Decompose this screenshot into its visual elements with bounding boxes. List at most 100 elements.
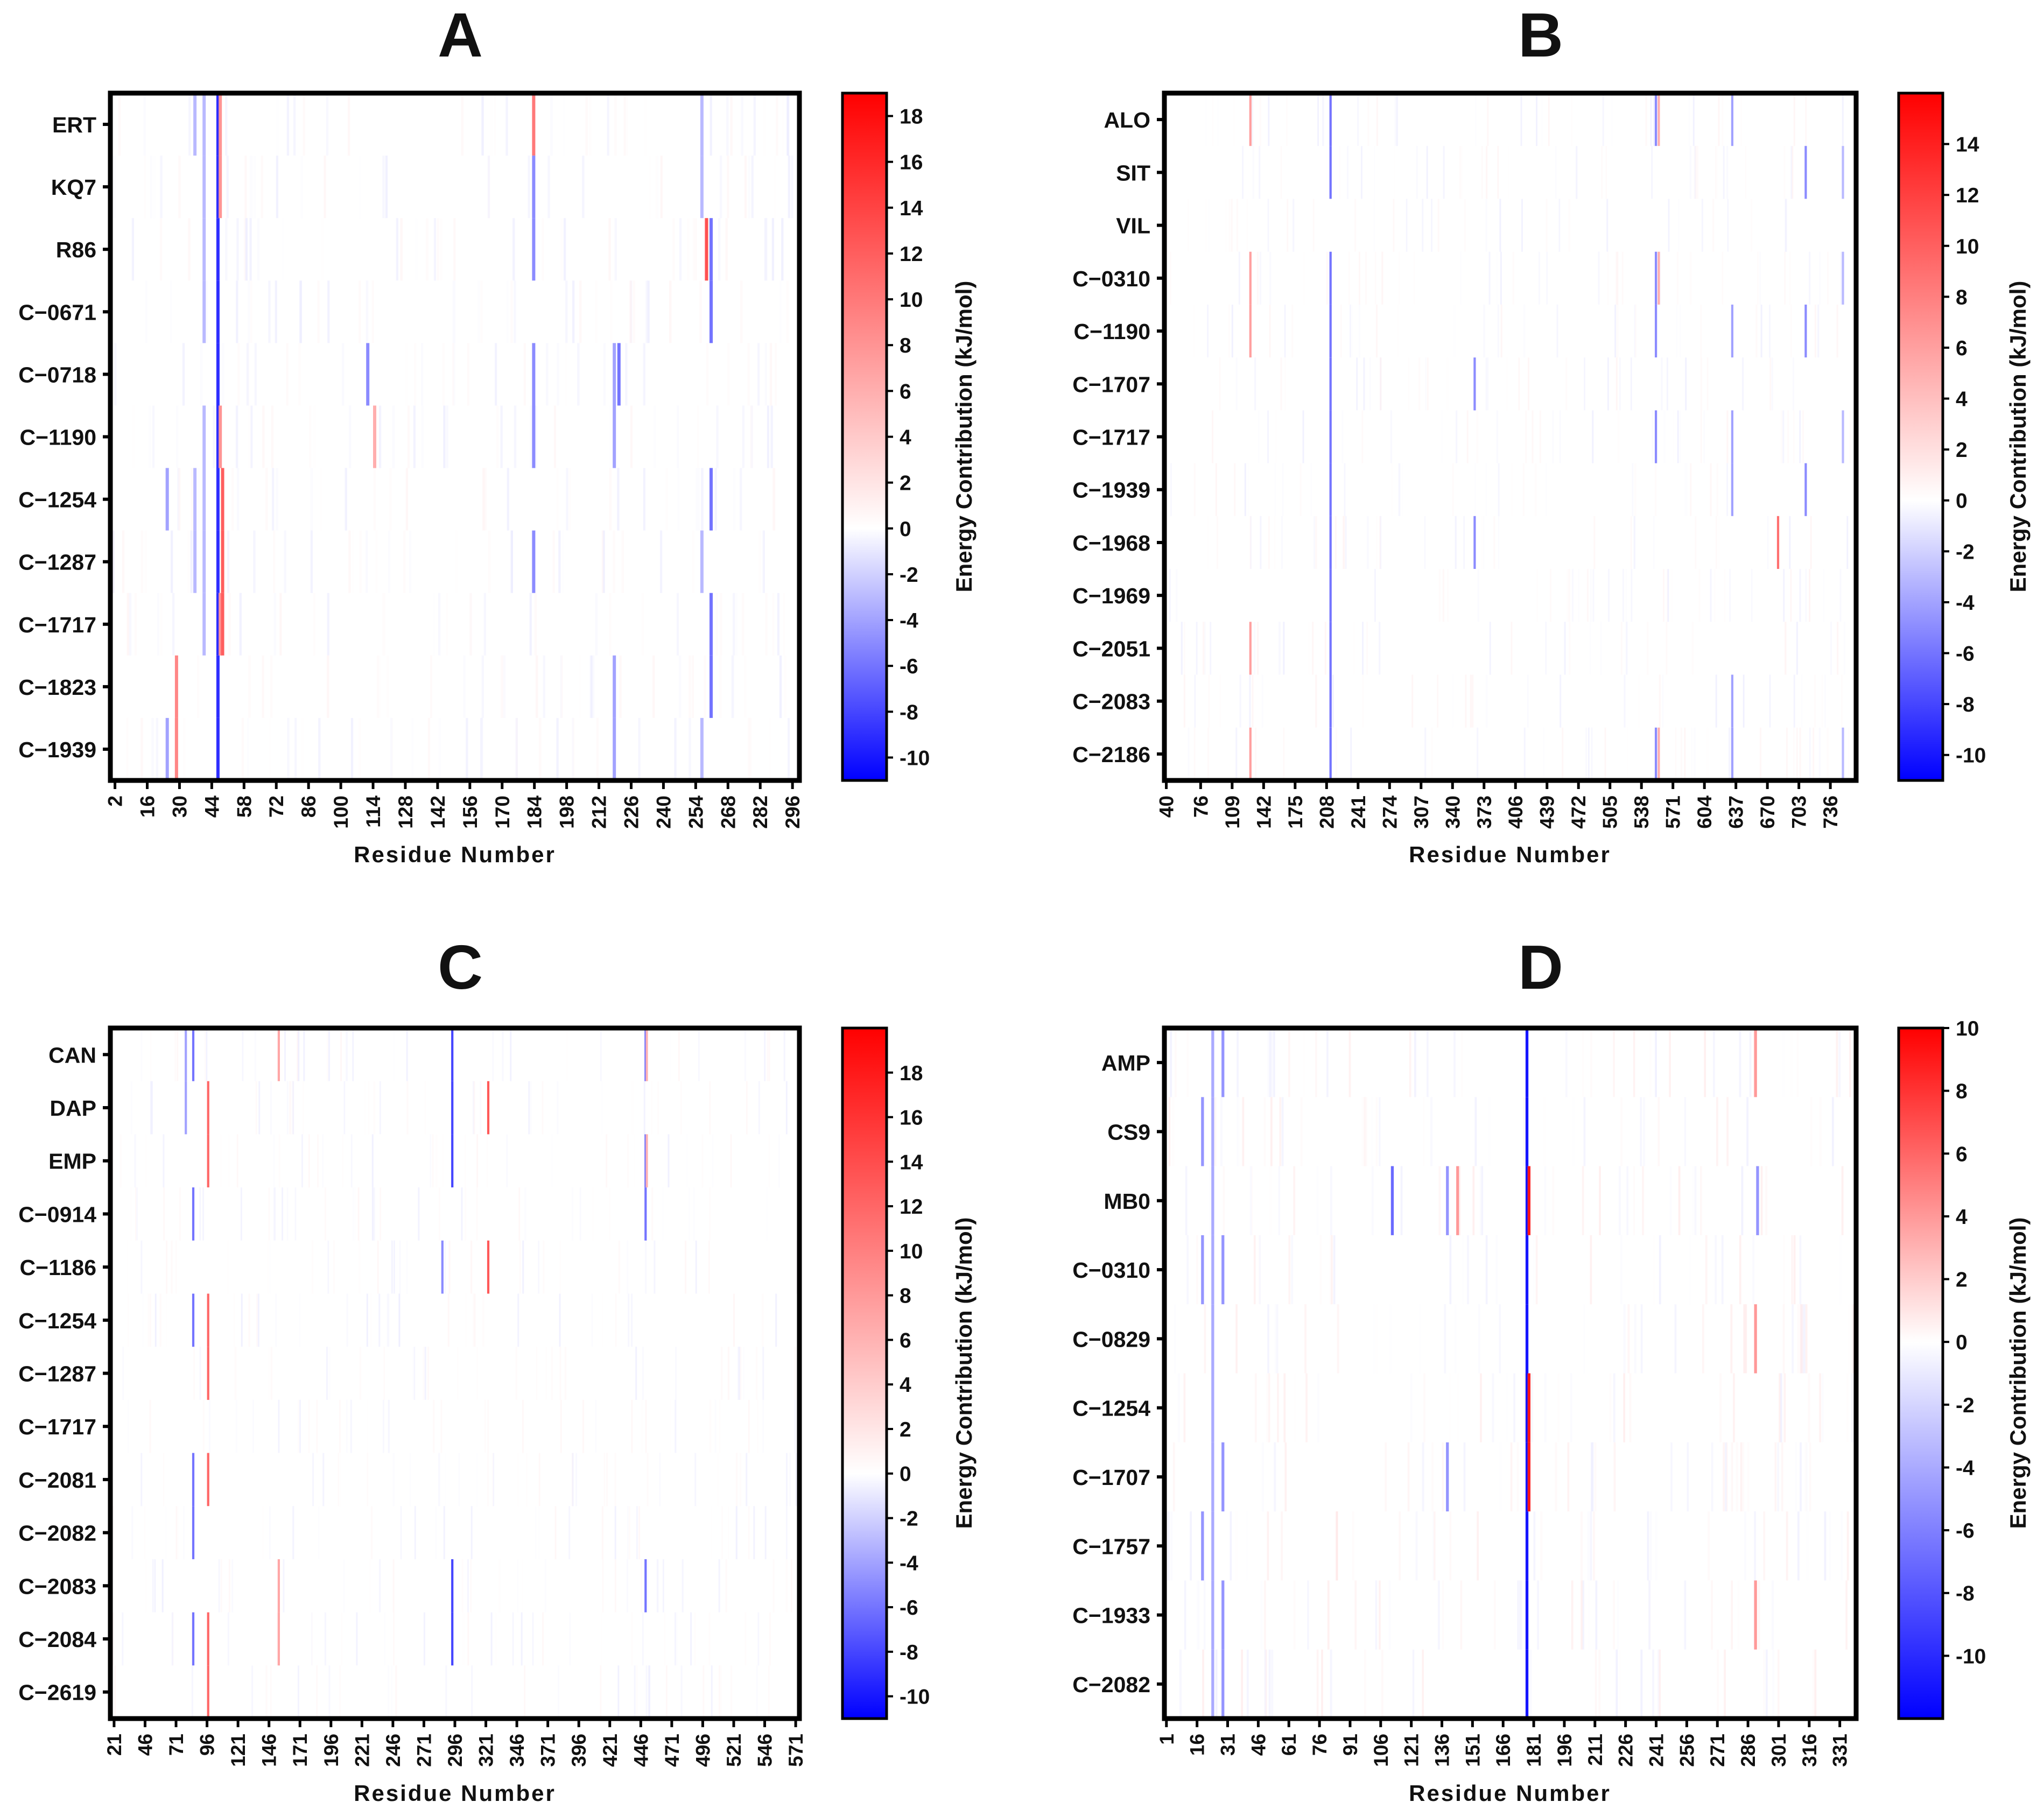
- panel-a-bg-cell: [455, 530, 458, 593]
- panel-d-bg-cell: [1423, 1373, 1425, 1442]
- panel-c-bg-cell: [391, 1240, 393, 1294]
- panel-c-bg-cell: [786, 1453, 788, 1507]
- panel-b-bg-cell: [1193, 304, 1195, 358]
- panel-a-bg-cell: [609, 468, 612, 531]
- panel-c-bg-cell: [149, 1399, 151, 1453]
- panel-c-bg-cell: [642, 1347, 644, 1400]
- panel-a-bg-cell: [665, 468, 669, 531]
- panel-a-bg-cell: [585, 93, 588, 156]
- panel-c-bg-cell: [363, 1081, 366, 1135]
- panel-c-bg-cell: [281, 1028, 283, 1081]
- panel-a-bg-cell: [385, 156, 388, 219]
- panel-c-hotspot-cell: [207, 1134, 209, 1188]
- panel-a-bg-cell: [438, 717, 441, 780]
- panel-d-bg-cell: [1595, 1649, 1597, 1719]
- panel-d-bg-cell: [1481, 1166, 1484, 1235]
- panel-a-bg-cell: [510, 280, 513, 343]
- panel-b-bg-cell: [1496, 251, 1498, 305]
- panel-b-bg-cell: [1354, 199, 1357, 252]
- panel-c-bg-cell: [725, 1559, 727, 1613]
- panel-b-bg-cell: [1181, 622, 1183, 675]
- panel-a-x-tick-label: 226: [620, 796, 642, 829]
- panel-c-bg-cell: [542, 1612, 544, 1666]
- panel-a-bg-cell: [251, 156, 254, 219]
- panel-a-hotspot-cell: [532, 343, 536, 406]
- panel-a-bg-cell: [188, 218, 191, 281]
- panel-b-bg-cell: [1810, 516, 1812, 569]
- panel-b-bg-cell: [1499, 199, 1501, 252]
- panel-a-bg-cell: [361, 593, 364, 656]
- panel-a-bg-cell: [626, 93, 628, 156]
- panel-c-bg-cell: [739, 1347, 741, 1400]
- panel-d-bg-cell: [1183, 1373, 1186, 1442]
- panel-c-bg-cell: [491, 1453, 494, 1507]
- panel-b-bg-cell: [1616, 304, 1618, 358]
- panel-c-bg-cell: [627, 1240, 629, 1294]
- panel-a-bg-cell: [740, 468, 742, 531]
- panel-c-bg-cell: [350, 1399, 352, 1453]
- panel-c-row-label: CAN: [48, 1043, 96, 1067]
- panel-b-bg-cell: [1169, 251, 1171, 305]
- panel-b-bg-cell: [1317, 93, 1319, 146]
- panel-d-bg-cell: [1583, 1097, 1586, 1166]
- panel-b-bg-cell: [1535, 463, 1537, 516]
- panel-b-colorbar-tick-label: -6: [1956, 643, 1975, 666]
- panel-c-bg-cell: [606, 1134, 608, 1188]
- panel-d-bg-cell: [1444, 1304, 1446, 1374]
- panel-c-row-label: EMP: [48, 1149, 96, 1174]
- panel-a-colorbar-tick-label: -4: [900, 609, 918, 632]
- panel-c-bg-cell: [575, 1453, 578, 1507]
- panel-c-bg-cell: [740, 1347, 742, 1400]
- panel-c-bg-cell: [366, 1293, 368, 1347]
- panel-b-bg-cell: [1793, 93, 1795, 146]
- panel-b-bg-cell: [1259, 251, 1261, 305]
- panel-b-bg-cell: [1477, 727, 1479, 780]
- panel-b-bg-cell: [1446, 357, 1449, 411]
- panel-d-bg-cell: [1267, 1511, 1269, 1581]
- panel-a-bg-cell: [568, 468, 571, 531]
- panel-d-bg-cell: [1700, 1166, 1702, 1235]
- panel-d-bg-cell: [1166, 1166, 1169, 1235]
- panel-d-bg-cell: [1479, 1166, 1482, 1235]
- panel-c-bg-cell: [657, 1081, 659, 1135]
- panel-c-bg-cell: [440, 1399, 442, 1453]
- panel-d-bg-cell: [1537, 1580, 1539, 1650]
- panel-b-bg-cell: [1286, 93, 1288, 146]
- panel-c-x-tick-label: 196: [320, 1734, 342, 1767]
- panel-a-bg-cell: [269, 717, 271, 780]
- panel-c-bg-cell: [273, 1187, 276, 1241]
- panel-d-colorbar-tick-label: 4: [1956, 1206, 1968, 1229]
- panel-b-bg-cell: [1633, 516, 1635, 569]
- panel-c-bg-cell: [560, 1399, 562, 1453]
- panel-c-bg-cell: [530, 1081, 532, 1135]
- panel-a-colorbar-tick-label: 4: [900, 426, 911, 449]
- panel-b-bg-cell: [1685, 357, 1687, 411]
- panel-d-bg-cell: [1689, 1235, 1691, 1305]
- panel-a-hotspot-cell: [705, 218, 708, 281]
- panel-c-bg-cell: [286, 1187, 289, 1241]
- panel-d-hotspot-cell: [1221, 1580, 1225, 1650]
- panel-c-bg-cell: [688, 1187, 690, 1241]
- panel-c-x-tick-label: 71: [165, 1734, 187, 1756]
- panel-c-bg-cell: [719, 1399, 721, 1453]
- panel-b-bg-cell: [1376, 93, 1378, 146]
- panel-c-bg-cell: [526, 1453, 528, 1507]
- panel-c-bg-cell: [438, 1453, 440, 1507]
- panel-c-bg-cell: [665, 1665, 668, 1719]
- panel-d-hotspot-cell: [1211, 1028, 1214, 1097]
- panel-c-bg-cell: [519, 1240, 521, 1294]
- panel-d-bg-cell: [1196, 1580, 1198, 1650]
- panel-b-bg-cell: [1700, 304, 1702, 358]
- panel-c-title: C: [438, 932, 483, 1002]
- panel-b-bg-cell: [1375, 516, 1378, 569]
- panel-d-bg-cell: [1804, 1442, 1807, 1512]
- panel-b-hotspot-cell: [1731, 463, 1733, 516]
- panel-d-row-label: MB0: [1104, 1189, 1150, 1214]
- panel-d-bg-cell: [1460, 1028, 1463, 1097]
- panel-a-bg-cell: [652, 655, 655, 718]
- panel-a-hotspot-cell: [216, 717, 220, 780]
- panel-c-bg-cell: [614, 1506, 616, 1559]
- panel-d-hotspot-cell: [1211, 1511, 1214, 1581]
- panel-d-bg-cell: [1711, 1442, 1713, 1512]
- panel-c-bg-cell: [746, 1081, 748, 1135]
